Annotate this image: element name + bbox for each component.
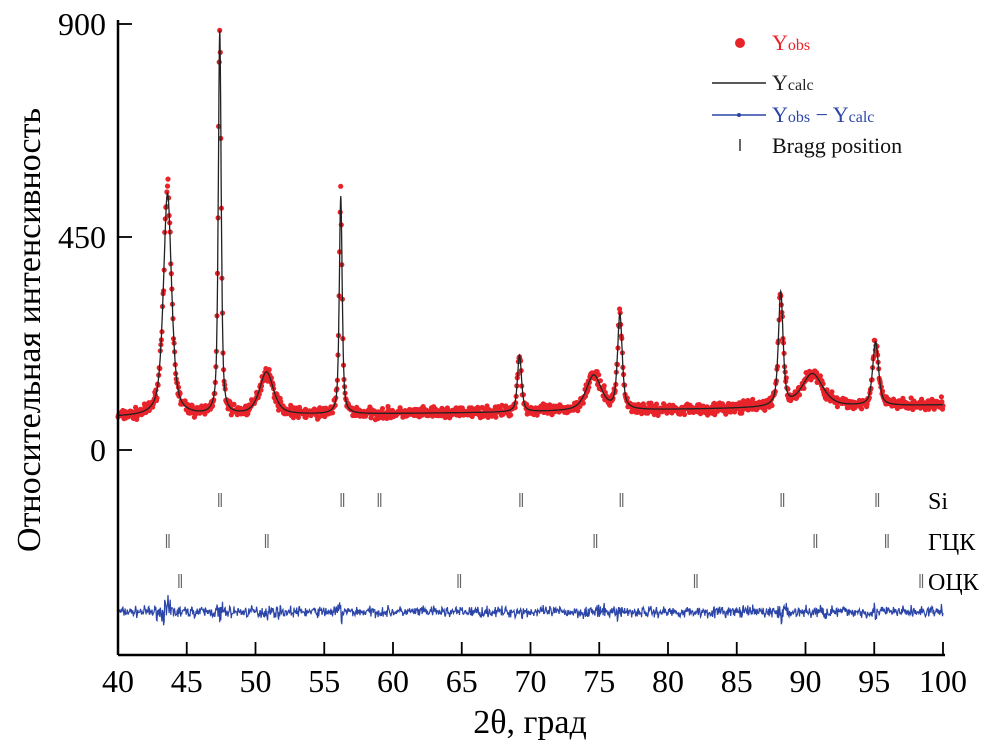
observed-point <box>575 408 581 414</box>
observed-point <box>769 402 775 409</box>
legend-label: Ycalc <box>772 70 814 95</box>
observed-point <box>295 414 301 420</box>
legend-label-sub: obs <box>788 37 810 54</box>
x-tick-label: 90 <box>790 663 822 699</box>
observed-point <box>266 367 272 373</box>
bragg-row-1: Si <box>218 489 948 515</box>
x-tick-label: 85 <box>721 663 753 699</box>
observed-point <box>859 406 865 412</box>
observed-point <box>596 372 602 378</box>
y-tick-label: 450 <box>58 219 106 255</box>
observed-point <box>601 383 607 389</box>
x-tick-label: 45 <box>171 663 203 699</box>
bragg-row-2: ГЦК <box>165 530 976 556</box>
observed-point <box>577 403 583 409</box>
observed-point <box>444 405 450 411</box>
observed-point <box>379 406 386 412</box>
legend-label-main: Y <box>772 70 788 95</box>
observed-point <box>338 183 344 189</box>
observed-point <box>543 402 549 408</box>
observed-point <box>801 385 807 391</box>
observed-point <box>607 402 613 408</box>
legend-label: Bragg position <box>772 133 902 158</box>
x-tick-label: 55 <box>308 663 340 699</box>
y-tick-label: 0 <box>90 432 106 468</box>
x-tick-label: 95 <box>858 663 890 699</box>
observed-point <box>834 404 841 410</box>
legend-label-sub: calc <box>788 77 814 94</box>
observed-point <box>829 389 835 395</box>
observed-point <box>580 400 586 406</box>
legend-dot-icon <box>735 38 745 48</box>
axes: 40 45 50 55 60 65 70 75 80 85 90 95 100 0 450 900 <box>58 6 967 699</box>
observed-point <box>939 399 945 405</box>
observed-point <box>796 392 803 398</box>
observed-point <box>164 183 171 189</box>
observed-point <box>493 414 499 420</box>
x-tick-label: 70 <box>515 663 547 699</box>
legend-dot-icon <box>737 113 741 117</box>
observed-point <box>762 407 768 413</box>
legend-label: Yobs <box>772 30 810 55</box>
observed-point <box>508 412 514 418</box>
legend-label: Yobs − Ycalc <box>772 102 874 127</box>
observed-point <box>750 396 756 402</box>
observed-point <box>329 410 336 416</box>
observed-point <box>164 189 170 195</box>
legend-label-minus: − Y <box>810 102 849 127</box>
y-tick-label: 900 <box>58 6 106 42</box>
legend-item-bragg: Bragg position <box>739 133 902 158</box>
observed-point <box>165 176 171 182</box>
x-tick-label: 40 <box>102 663 134 699</box>
difference-line <box>117 594 944 626</box>
observed-point <box>231 401 237 407</box>
y-axis-label: Относительная интенсивность <box>11 108 48 552</box>
observed-point <box>817 373 824 379</box>
observed-point <box>938 394 945 400</box>
legend-label-sub: obs <box>788 109 810 126</box>
observed-point <box>459 405 465 411</box>
bragg-row-3: ОЦК <box>178 570 980 596</box>
observed-series <box>115 27 946 423</box>
calculated-line <box>118 30 943 417</box>
x-tick-label: 80 <box>652 663 684 699</box>
observed-point <box>681 411 688 418</box>
x-tick-label: 100 <box>919 663 967 699</box>
x-tick-label: 50 <box>240 663 272 699</box>
observed-point <box>940 403 946 409</box>
bragg-phase-label: ОЦК <box>928 570 980 596</box>
x-tick-label: 75 <box>583 663 615 699</box>
bragg-phase-label: ГЦК <box>928 530 976 556</box>
x-axis-label: 2θ, град <box>473 704 587 741</box>
observed-point <box>384 415 390 421</box>
x-tick-label: 60 <box>377 663 409 699</box>
legend-item-diff: Yobs − Ycalc <box>712 102 874 127</box>
observed-point <box>653 401 660 407</box>
plot-area: Si ГЦК ОЦК <box>115 27 980 626</box>
legend-item-calc: Ycalc <box>712 70 814 95</box>
legend-item-obs: Yobs <box>735 30 810 55</box>
legend-label-sub: calc <box>849 109 875 126</box>
legend-label-main: Y <box>772 102 788 127</box>
bragg-phase-label: Si <box>928 489 948 515</box>
observed-point <box>197 410 203 416</box>
x-tick-label: 65 <box>446 663 478 699</box>
legend-label-main: Y <box>772 30 788 55</box>
